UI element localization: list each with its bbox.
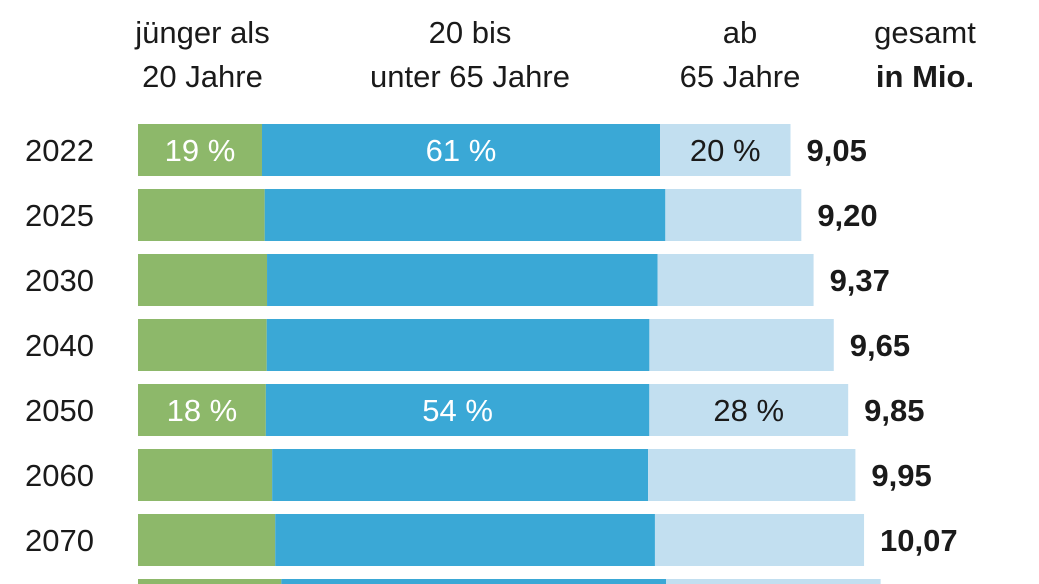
total-label: 9,20	[817, 198, 877, 233]
header-line: 20 bis	[428, 15, 512, 50]
header-20-65: 20 bis unter 65 Jahre	[330, 11, 610, 99]
bar-segment	[138, 579, 282, 584]
year-label: 2030	[25, 263, 94, 298]
bar-segment	[657, 254, 814, 306]
header-65-plus: ab 65 Jahre	[650, 11, 830, 99]
bar-segment	[272, 449, 649, 501]
bar-segment	[267, 254, 658, 306]
bar-segment	[665, 189, 802, 241]
year-label: 2040	[25, 328, 94, 363]
header-line: jünger als	[135, 15, 270, 50]
total-label: 9,65	[850, 328, 910, 363]
header-under-20: jünger als 20 Jahre	[100, 11, 305, 99]
segment-label: 54 %	[422, 393, 493, 428]
header-line: ab	[722, 15, 758, 50]
bar-segment	[666, 579, 881, 584]
header-total: gesamt in Mio.	[835, 11, 1015, 99]
segment-label: 20 %	[690, 133, 761, 168]
total-label: 9,37	[830, 263, 890, 298]
bar-segment	[649, 319, 834, 371]
bar-segment	[138, 189, 265, 241]
total-label: 9,85	[864, 393, 924, 428]
bar-segment	[265, 384, 650, 436]
segment-label: 18 %	[167, 393, 238, 428]
year-label: 2050	[25, 393, 94, 428]
bar-segment	[138, 319, 267, 371]
bar-segment	[660, 124, 791, 176]
header-line: in Mio.	[875, 59, 975, 94]
bar-segment	[649, 384, 849, 436]
bar-segment	[264, 189, 666, 241]
total-label: 10,07	[880, 523, 958, 558]
total-label: 9,05	[807, 133, 867, 168]
bar-segment	[138, 254, 268, 306]
year-label: 2070	[25, 523, 94, 558]
bar-segment	[281, 579, 667, 584]
year-label: 2060	[25, 458, 94, 493]
bar-segment	[138, 449, 273, 501]
segment-label: 19 %	[165, 133, 236, 168]
header-line: unter 65 Jahre	[370, 59, 570, 94]
total-label: 9,95	[871, 458, 931, 493]
bar-segment	[654, 514, 865, 566]
bar-segment	[648, 449, 856, 501]
year-label: 2022	[25, 133, 94, 168]
bar-segment	[138, 514, 276, 566]
header-line: 65 Jahre	[679, 59, 801, 94]
bar-segment	[266, 319, 650, 371]
year-label: 2025	[25, 198, 94, 233]
bar-segment	[138, 384, 266, 436]
header-line: gesamt	[874, 15, 976, 50]
bar-segment	[261, 124, 661, 176]
bar-segment	[275, 514, 655, 566]
bar-segment	[138, 124, 262, 176]
header-line: 20 Jahre	[142, 59, 263, 94]
segment-label: 28 %	[713, 393, 784, 428]
segment-label: 61 %	[426, 133, 497, 168]
